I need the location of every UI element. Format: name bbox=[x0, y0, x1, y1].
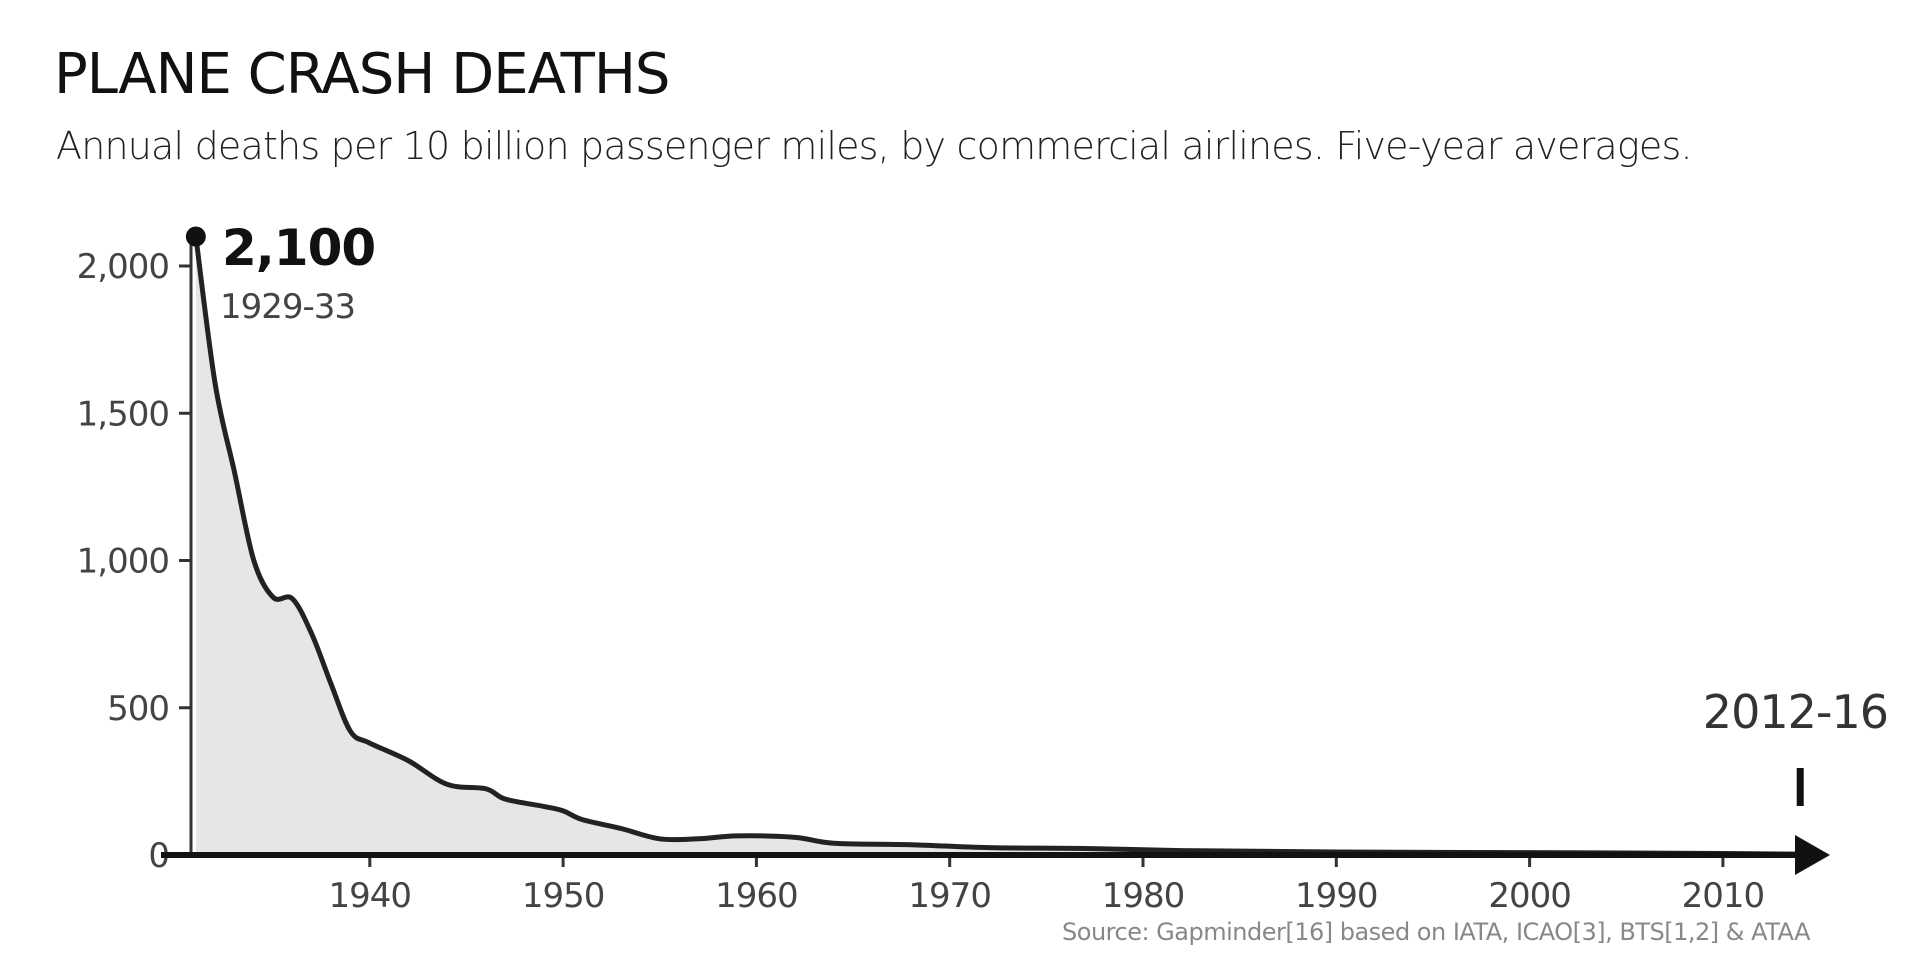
end-period-label: 2012-16 bbox=[1703, 685, 1888, 739]
x-axis-arrowhead bbox=[1795, 835, 1830, 875]
y-tick-label: 1,000 bbox=[77, 542, 169, 582]
source-note: Source: Gapminder[16] based on IATA, ICA… bbox=[1062, 918, 1811, 946]
x-tick-label: 2000 bbox=[1488, 876, 1571, 916]
x-tick-label: 1980 bbox=[1102, 876, 1185, 916]
y-tick-label: 500 bbox=[107, 689, 169, 729]
start-period-label: 1929-33 bbox=[220, 287, 355, 327]
y-tick-label: 2,000 bbox=[77, 247, 169, 287]
start-point-marker bbox=[185, 226, 206, 247]
x-tick-label: 1970 bbox=[908, 876, 991, 916]
y-tick-label: 1,500 bbox=[77, 394, 169, 434]
x-tick-label: 2010 bbox=[1682, 876, 1765, 916]
area-fill bbox=[195, 236, 1801, 856]
chart-subtitle: Annual deaths per 10 billion passenger m… bbox=[56, 124, 1693, 168]
start-value-label: 2,100 bbox=[222, 219, 375, 277]
x-tick-label: 1940 bbox=[329, 876, 412, 916]
chart-title: PLANE CRASH DEATHS bbox=[54, 42, 670, 107]
data-line bbox=[193, 234, 1803, 857]
y-tick-label: 0 bbox=[148, 836, 169, 876]
x-tick-label: 1950 bbox=[522, 876, 605, 916]
x-tick-label: 1960 bbox=[715, 876, 798, 916]
x-tick-label: 1990 bbox=[1295, 876, 1378, 916]
